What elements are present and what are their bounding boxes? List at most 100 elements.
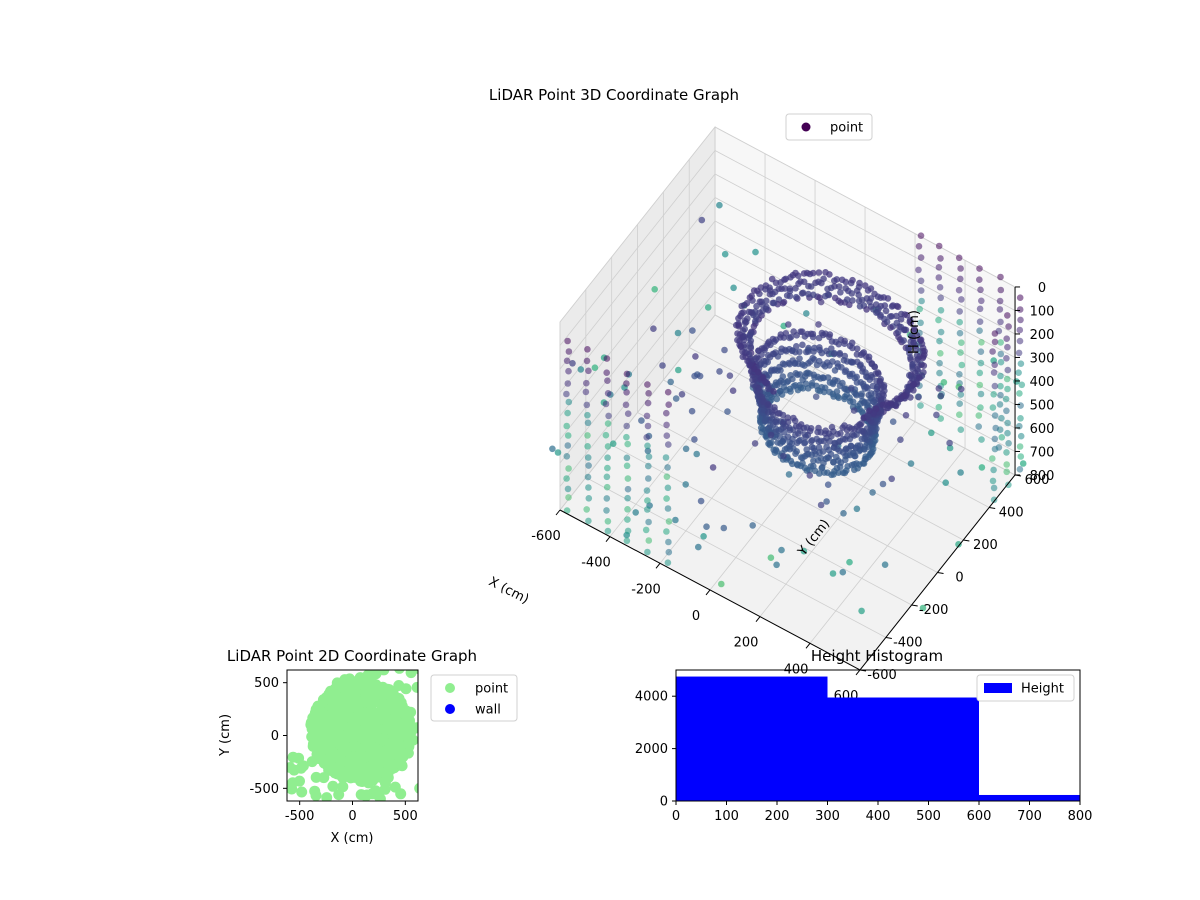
point-marker <box>835 394 842 402</box>
point-marker <box>565 398 573 406</box>
scatter-point <box>362 670 374 681</box>
point-marker <box>665 401 672 409</box>
point-marker <box>632 509 639 516</box>
point-marker <box>822 292 829 300</box>
chart-3d-zlabel: H (cm) <box>907 310 922 354</box>
point-marker <box>735 323 743 330</box>
point-marker <box>936 369 943 377</box>
point-marker <box>565 494 572 501</box>
point-marker <box>850 407 858 414</box>
point-marker <box>917 402 924 409</box>
point-marker <box>604 443 612 450</box>
x-tick-label: 200 <box>734 636 759 651</box>
point-marker <box>644 422 652 430</box>
point-marker <box>881 302 889 309</box>
point-marker <box>584 411 591 419</box>
point-marker <box>664 559 672 566</box>
point-marker <box>822 269 829 276</box>
chart-2d: LiDAR Point 2D Coordinate Graph -500 0 500… <box>218 647 518 846</box>
scatter-point <box>397 721 409 733</box>
point-marker <box>577 366 585 373</box>
point-marker <box>830 350 838 358</box>
scatter-point <box>355 697 367 709</box>
point-marker <box>816 346 823 354</box>
point-marker <box>753 302 760 310</box>
x-tick-label: 600 <box>967 809 992 824</box>
x-tick <box>855 669 861 676</box>
scatter-point <box>402 747 414 759</box>
point-marker <box>895 328 902 336</box>
point-marker <box>764 401 772 409</box>
point-marker <box>674 329 682 337</box>
point-marker <box>563 475 570 482</box>
point-marker <box>644 442 651 450</box>
point-marker <box>918 297 925 305</box>
point-marker <box>768 275 776 283</box>
point-marker <box>787 372 794 379</box>
chart-hist-legend: Height <box>976 674 1075 702</box>
point-marker <box>682 445 690 453</box>
point-marker <box>977 286 984 294</box>
point-marker <box>916 305 923 313</box>
point-marker <box>785 321 792 328</box>
scatter-point <box>295 762 307 774</box>
x-tick-label: -400 <box>581 556 611 571</box>
point-marker <box>1003 407 1010 415</box>
point-marker <box>582 388 590 396</box>
point-marker <box>663 528 670 535</box>
chart-hist-legend-label: Height <box>1021 682 1064 697</box>
point-marker <box>837 289 844 296</box>
chart-2d-xlabel: X (cm) <box>331 831 374 846</box>
point-marker <box>645 453 653 461</box>
point-marker <box>990 484 998 492</box>
y-tick-label: 4000 <box>635 690 668 705</box>
point-marker <box>997 358 1005 366</box>
scatter-point <box>314 711 326 723</box>
point-marker <box>667 378 674 386</box>
point-marker <box>883 318 891 326</box>
point-marker <box>997 391 1004 399</box>
point-marker <box>937 350 944 357</box>
point-marker <box>871 290 878 298</box>
scatter-point <box>405 706 417 718</box>
point-marker <box>856 303 864 310</box>
h-tick-label: 800 <box>1030 469 1055 484</box>
histogram-bar <box>979 794 1080 801</box>
point-marker <box>773 395 781 403</box>
point-marker <box>812 393 820 401</box>
point-marker <box>815 269 823 276</box>
scatter-point <box>365 761 377 773</box>
point-marker <box>856 279 863 287</box>
point-marker <box>956 411 963 419</box>
point-marker <box>918 361 925 368</box>
point-marker <box>907 460 915 467</box>
point-marker <box>697 497 705 505</box>
point-marker <box>990 466 997 474</box>
point-marker <box>564 442 572 449</box>
point-marker <box>730 284 737 292</box>
point-marker <box>915 266 922 274</box>
point-marker <box>917 319 924 327</box>
point-marker <box>1004 366 1012 374</box>
point-marker <box>828 345 835 352</box>
point-marker <box>768 366 775 374</box>
grid-line-h-left <box>559 291 716 487</box>
point-marker <box>820 459 827 467</box>
point-marker <box>858 408 866 415</box>
point-marker <box>585 495 593 502</box>
scatter-point <box>348 740 360 752</box>
point-marker <box>772 446 780 454</box>
point-marker <box>563 357 571 365</box>
x-tick <box>605 536 611 542</box>
point-marker <box>1015 349 1023 357</box>
x-tick-label: -500 <box>285 809 315 824</box>
point-marker <box>624 410 632 418</box>
point-marker <box>554 449 562 456</box>
h-tick-label: 600 <box>1030 422 1055 437</box>
h-tick-label: 100 <box>1030 304 1055 319</box>
point-marker <box>913 356 921 364</box>
point-marker <box>665 548 673 556</box>
point-marker <box>663 409 670 417</box>
scatter-point <box>327 780 339 792</box>
chart-2d-points <box>287 670 418 801</box>
